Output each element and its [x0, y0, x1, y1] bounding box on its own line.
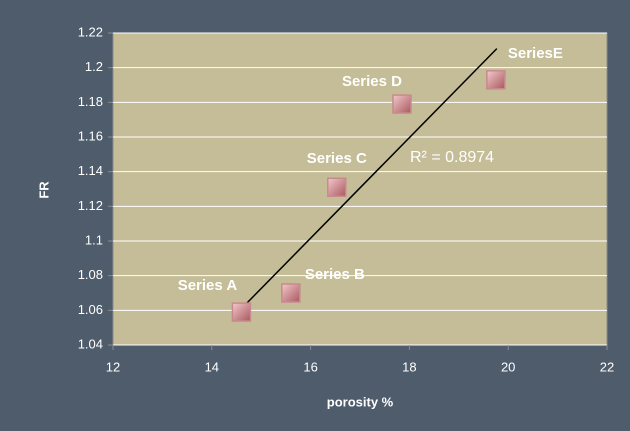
y-tick-label: 1.1	[85, 232, 103, 247]
marker	[281, 283, 301, 303]
y-tick-label: 1.08	[78, 267, 103, 282]
data-label: SeriesE	[508, 45, 563, 62]
x-tick-label: 22	[600, 359, 614, 374]
x-tick-label: 18	[402, 359, 416, 374]
marker	[392, 94, 412, 114]
x-tick-label: 16	[303, 359, 317, 374]
y-tick-label: 1.12	[78, 198, 103, 213]
data-label: Series C	[307, 150, 367, 167]
marker	[327, 177, 347, 198]
y-tick-label: 1.16	[78, 128, 103, 143]
trendline	[240, 48, 498, 310]
y-tick-label: 1.18	[78, 94, 103, 109]
marker	[231, 302, 252, 322]
y-axis-label: FR	[36, 181, 51, 199]
x-axis-label: porosity %	[327, 394, 394, 409]
plot-area	[112, 32, 608, 346]
y-tick-label: 1.06	[78, 302, 103, 317]
annotation: R² = 0.8974	[410, 149, 494, 166]
x-tick-label: 20	[501, 359, 515, 374]
y-tick-label: 1.22	[78, 24, 103, 39]
x-tick-label: 14	[205, 359, 219, 374]
y-tick-label: 1.04	[78, 336, 103, 351]
x-tick-label: 12	[106, 359, 120, 374]
y-tick-label: 1.2	[85, 59, 103, 74]
y-tick-label: 1.14	[78, 163, 103, 178]
marker	[486, 70, 506, 90]
data-label: Series D	[342, 73, 402, 90]
data-label: Series B	[305, 266, 365, 283]
data-label: Series A	[178, 277, 238, 294]
